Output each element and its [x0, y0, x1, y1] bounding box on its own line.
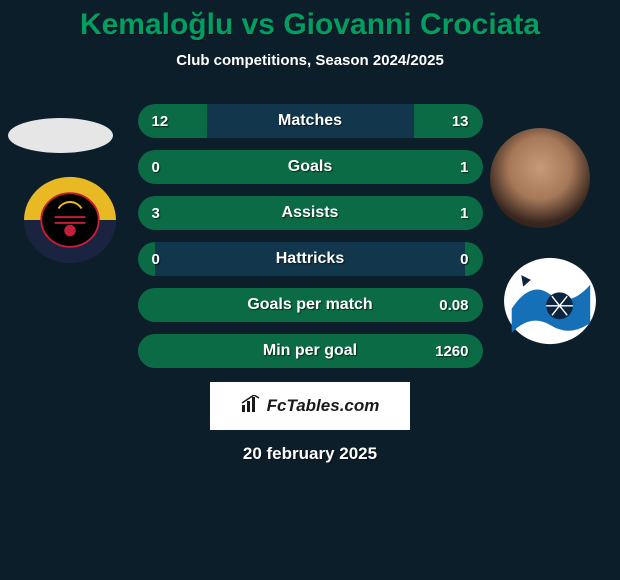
stat-row: 00Hattricks [138, 242, 483, 276]
stat-label: Goals per match [138, 296, 483, 314]
date-label: 20 february 2025 [0, 444, 620, 464]
erzurumspor-icon [502, 256, 598, 346]
stat-label: Hattricks [138, 250, 483, 268]
page-title: Kemaloğlu vs Giovanni Crociata [0, 8, 620, 42]
stat-row: 0.08Goals per match [138, 288, 483, 322]
stat-label: Matches [138, 112, 483, 130]
player-left-avatar [8, 118, 113, 153]
subtitle: Club competitions, Season 2024/2025 [0, 52, 620, 69]
chart-icon [241, 395, 261, 418]
comparison-card: Kemaloğlu vs Giovanni Crociata Club comp… [0, 0, 620, 464]
stat-row: 1213Matches [138, 104, 483, 138]
stat-label: Assists [138, 204, 483, 222]
source-badge: FcTables.com [210, 382, 410, 430]
stats-list: 1213Matches 01Goals 31Assists 00Hattricks 0.… [138, 104, 483, 368]
stat-label: Goals [138, 158, 483, 176]
source-text: FcTables.com [267, 396, 380, 416]
team-left-badge [20, 175, 120, 265]
stat-row: 01Goals [138, 150, 483, 184]
player-right-avatar [490, 128, 590, 228]
stat-row: 1260Min per goal [138, 334, 483, 368]
genclerbirligi-icon [22, 175, 118, 265]
stat-row: 31Assists [138, 196, 483, 230]
team-right-badge [500, 255, 600, 347]
stat-label: Min per goal [138, 342, 483, 360]
